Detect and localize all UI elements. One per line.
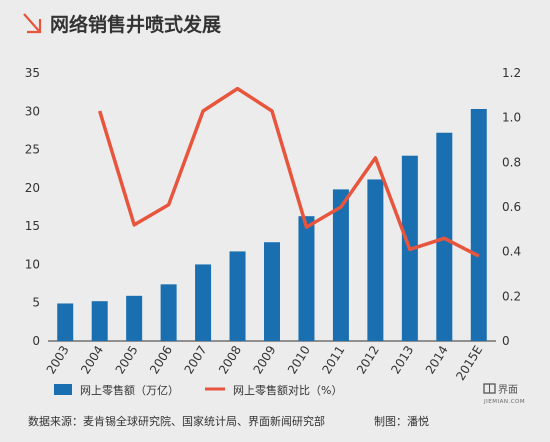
y-left-tick-label: 30 (25, 104, 40, 118)
x-tick-label: 2003 (44, 343, 72, 376)
y-right-tick-label: 0.6 (502, 200, 521, 214)
y-right-tick-label: 1.0 (502, 111, 521, 125)
x-tick-label: 2014 (423, 343, 451, 376)
jiemian-logo: 界面 JIEMIAN.COM (483, 383, 525, 405)
y-right-ticks: 0 0.2 0.4 0.6 0.8 1.0 1.2 (502, 66, 521, 348)
bar (126, 295, 143, 341)
x-tick-label: 2013 (388, 343, 416, 376)
x-tick-label: 2007 (182, 343, 210, 376)
bar (91, 301, 108, 341)
x-tick-label: 2012 (354, 343, 382, 376)
y-right-tick-label: 1.2 (502, 66, 521, 80)
y-right-tick-label: 0.2 (502, 289, 521, 303)
bar (229, 251, 246, 341)
y-left-tick-label: 10 (25, 257, 40, 271)
bar (332, 189, 349, 341)
footer-credit: 制图：潘悦 (374, 414, 429, 428)
x-tick-label: 2006 (147, 343, 175, 376)
bar (470, 108, 487, 341)
x-tick-label: 2004 (78, 343, 106, 376)
bar (57, 303, 74, 341)
bar (367, 179, 384, 341)
y-left-ticks: 0 5 10 15 20 25 30 35 (25, 66, 40, 348)
x-tick-label: 2015E (453, 343, 485, 383)
legend-bar-swatch (54, 384, 72, 395)
y-left-tick-label: 0 (32, 334, 40, 348)
chart-title: 网络销售井喷式发展 (50, 13, 221, 36)
title-arrow-icon (23, 13, 42, 34)
y-left-tick-label: 5 (32, 296, 40, 310)
legend-bar-label: 网上零售额（万亿） (80, 383, 179, 397)
y-right-tick-label: 0 (502, 334, 510, 348)
bar (264, 242, 280, 341)
line-series (98, 86, 480, 258)
footer-source: 数据来源：麦肯锡全球研究院、国家统计局、界面新闻研究部 (28, 414, 325, 428)
bars (57, 108, 487, 341)
x-tick-label: 2010 (285, 343, 313, 376)
y-left-tick-label: 15 (25, 219, 40, 233)
bar (195, 264, 212, 341)
bar (298, 216, 315, 341)
line-path (98, 86, 480, 258)
x-tick-label: 2005 (113, 343, 141, 376)
bar (160, 284, 177, 341)
x-tick-label: 2008 (216, 343, 244, 376)
y-left-tick-label: 20 (25, 181, 40, 195)
x-tick-label: 2011 (319, 343, 347, 376)
logo-sub: JIEMIAN.COM (483, 399, 525, 405)
x-ticks: 2003 2004 2005 2006 2007 2008 2009 2010 2011 2012… (44, 343, 486, 383)
x-tick-label: 2009 (250, 343, 278, 376)
logo-main: 界面 (498, 384, 518, 396)
y-left-tick-label: 25 (25, 143, 40, 157)
y-right-tick-label: 0.4 (502, 245, 521, 259)
y-left-tick-label: 35 (25, 66, 40, 80)
y-right-tick-label: 0.8 (502, 155, 521, 169)
legend-line-label: 网上零售额对比（%） (233, 383, 342, 397)
